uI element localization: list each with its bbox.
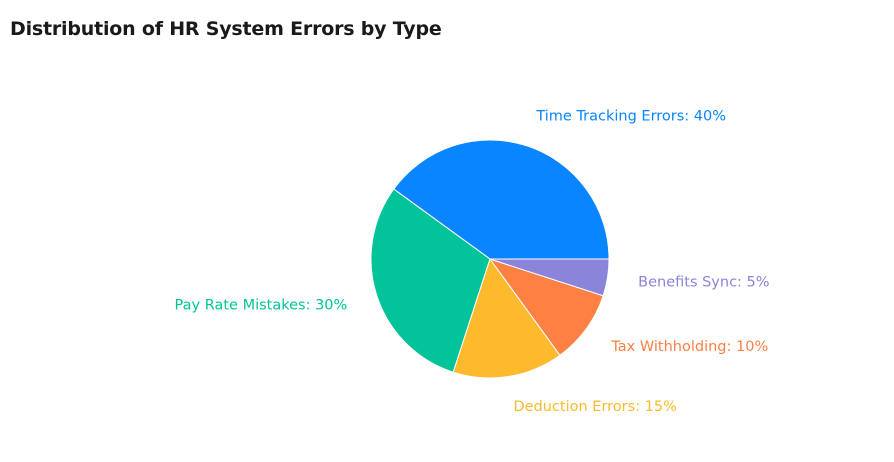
pie-label-pay-rate-mistakes: Pay Rate Mistakes: 30% — [175, 297, 348, 313]
pie-label-benefits-sync: Benefits Sync: 5% — [638, 274, 769, 290]
pie-slice-pay-rate-mistakes — [370, 188, 491, 373]
pie-label-tax-withholding: Tax Withholding: 10% — [610, 339, 768, 355]
pie-label-time-tracking-errors: Time Tracking Errors: 40% — [535, 108, 726, 124]
pie-slice-time-tracking-errors — [393, 139, 610, 260]
pie-slice-tax-withholding — [488, 258, 604, 356]
pie-slices — [370, 139, 610, 379]
pie-label-deduction-errors: Deduction Errors: 15% — [513, 399, 676, 415]
pie-labels: Time Tracking Errors: 40% Pay Rate Mistak… — [175, 108, 770, 415]
chart-title: Distribution of HR System Errors by Type — [10, 18, 442, 40]
pie-slice-benefits-sync — [489, 258, 610, 297]
pie-slice-deduction-errors — [452, 257, 561, 379]
